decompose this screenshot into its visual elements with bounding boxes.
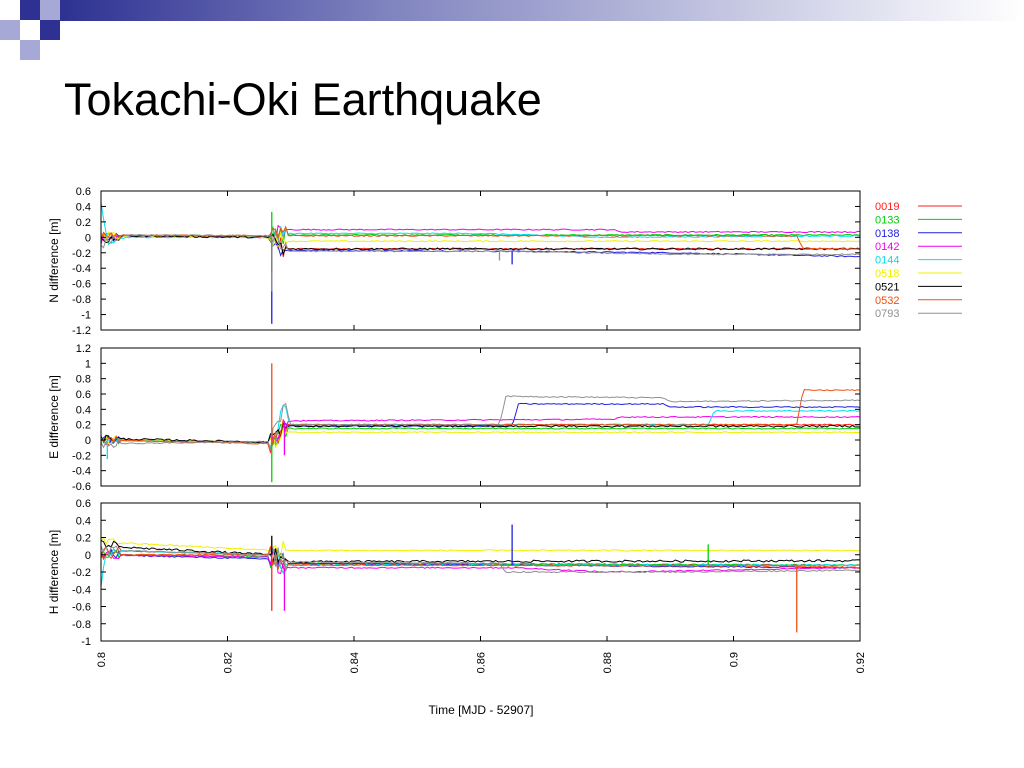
series-line-0532	[101, 546, 860, 571]
y-tick-label: 0.4	[76, 404, 91, 416]
y-tick-label: 0	[85, 435, 91, 447]
legend-item: 0518	[875, 268, 962, 280]
y-tick-label: 0.2	[76, 217, 91, 229]
slide-title: Tokachi-Oki Earthquake	[64, 74, 542, 125]
x-tick-label: 0.82	[223, 652, 235, 673]
deco-square	[20, 20, 40, 40]
y-tick-label: -1	[81, 636, 91, 648]
y-tick-label: 0.4	[76, 515, 91, 527]
legend-label: 0133	[875, 214, 899, 226]
x-tick-label: 0.86	[476, 652, 488, 673]
chart-panel: 1.2 1 0.8 0.6 0.4 0.2 0 -0.2 -0.4 -0.6 E differenc…	[47, 343, 861, 493]
series-line-0518	[101, 426, 860, 448]
corner-decoration	[0, 0, 1024, 60]
y-axis-label: E difference [m]	[47, 375, 61, 459]
series-line-0142	[101, 548, 860, 575]
x-tick-label: 0.92	[855, 652, 867, 673]
legend-label: 0142	[875, 241, 899, 253]
series-line-0138	[101, 548, 860, 572]
plot-frame	[100, 190, 861, 331]
deco-square	[40, 0, 60, 20]
y-tick-label: -0.4	[72, 466, 91, 478]
legend-label: 0019	[875, 201, 899, 213]
y-tick-label: -1	[81, 310, 91, 322]
chart-panels: 0.6 0.4 0.2 0 -0.2 -0.4 -0.6 -0.8 -1 -1.2 N differ…	[47, 186, 867, 673]
series-line-0133	[101, 423, 860, 452]
x-tick-label: 0.84	[349, 652, 361, 673]
legend-item: 0138	[875, 228, 962, 240]
y-tick-label: -0.8	[72, 619, 91, 631]
y-tick-label: 0.6	[76, 389, 91, 401]
deco-square	[0, 0, 20, 20]
series-line-0532	[101, 389, 860, 454]
x-tick-label: 0.8	[96, 652, 108, 667]
legend-item: 0144	[875, 255, 962, 267]
y-tick-label: 0	[85, 550, 91, 562]
y-tick-label: -0.2	[72, 450, 91, 462]
y-tick-label: 0.2	[76, 420, 91, 432]
series-group	[101, 363, 860, 483]
y-tick-label: -0.6	[72, 481, 91, 493]
series-line-0793	[101, 231, 860, 256]
y-tick-label: -0.6	[72, 279, 91, 291]
chart-panel: 0.6 0.4 0.2 0 -0.2 -0.4 -0.6 -0.8 -1 H difference…	[47, 498, 861, 648]
deco-square	[20, 40, 40, 60]
plot-frame	[100, 502, 861, 642]
y-tick-label: -1.2	[72, 325, 91, 337]
y-axis-label: N difference [m]	[47, 218, 61, 302]
y-tick-label: -0.6	[72, 602, 91, 614]
y-tick-label: 0.4	[76, 201, 91, 213]
series-line-0521	[101, 421, 860, 444]
y-axis-label: H difference [m]	[47, 530, 61, 614]
legend-item: 0532	[875, 295, 962, 307]
legend-item: 0133	[875, 214, 962, 226]
y-tick-label: -0.2	[72, 248, 91, 260]
series-line-0532	[101, 225, 860, 251]
y-tick-label: -0.8	[72, 294, 91, 306]
x-axis-label: Time [MJD - 52907]	[429, 703, 534, 717]
legend-item: 0793	[875, 308, 962, 320]
series-line-0521	[101, 233, 860, 256]
legend-label: 0793	[875, 308, 899, 320]
y-tick-label: 0.2	[76, 533, 91, 545]
deco-square	[40, 20, 60, 40]
y-tick-label: 0.8	[76, 374, 91, 386]
legend-item: 0142	[875, 241, 962, 253]
series-line-0142	[101, 415, 860, 452]
legend-label: 0532	[875, 295, 899, 307]
y-tick-label: -0.2	[72, 567, 91, 579]
chart-panel: 0.6 0.4 0.2 0 -0.2 -0.4 -0.6 -0.8 -1 -1.2 N differ…	[47, 186, 861, 337]
y-tick-label: 1	[85, 358, 91, 370]
header-gradient-bar	[60, 0, 1024, 21]
legend-label: 0521	[875, 281, 899, 293]
series-line-0518	[101, 536, 860, 558]
deco-square	[20, 0, 40, 20]
legend-label: 0518	[875, 268, 899, 280]
series-line-0144	[101, 202, 860, 246]
y-tick-label: 0.6	[76, 186, 91, 198]
series-line-0793	[101, 545, 860, 574]
x-tick-labels: 0.8 0.82 0.84 0.86 0.88 0.9 0.92	[96, 652, 867, 673]
deco-square	[0, 20, 20, 40]
legend-item: 0521	[875, 281, 962, 293]
y-tick-label: 1.2	[76, 343, 91, 355]
series-line-0793	[101, 395, 860, 451]
series-group	[101, 524, 860, 633]
legend-label: 0138	[875, 228, 899, 240]
x-tick-label: 0.88	[602, 652, 614, 673]
y-tick-label: 0	[85, 232, 91, 244]
x-tick-label: 0.9	[729, 652, 741, 667]
y-tick-label: 0.6	[76, 498, 91, 510]
y-tick-label: -0.4	[72, 263, 91, 275]
legend-label: 0144	[875, 255, 899, 267]
series-group	[101, 202, 860, 324]
legend-item: 0019	[875, 201, 962, 213]
y-tick-label: -0.4	[72, 584, 91, 596]
